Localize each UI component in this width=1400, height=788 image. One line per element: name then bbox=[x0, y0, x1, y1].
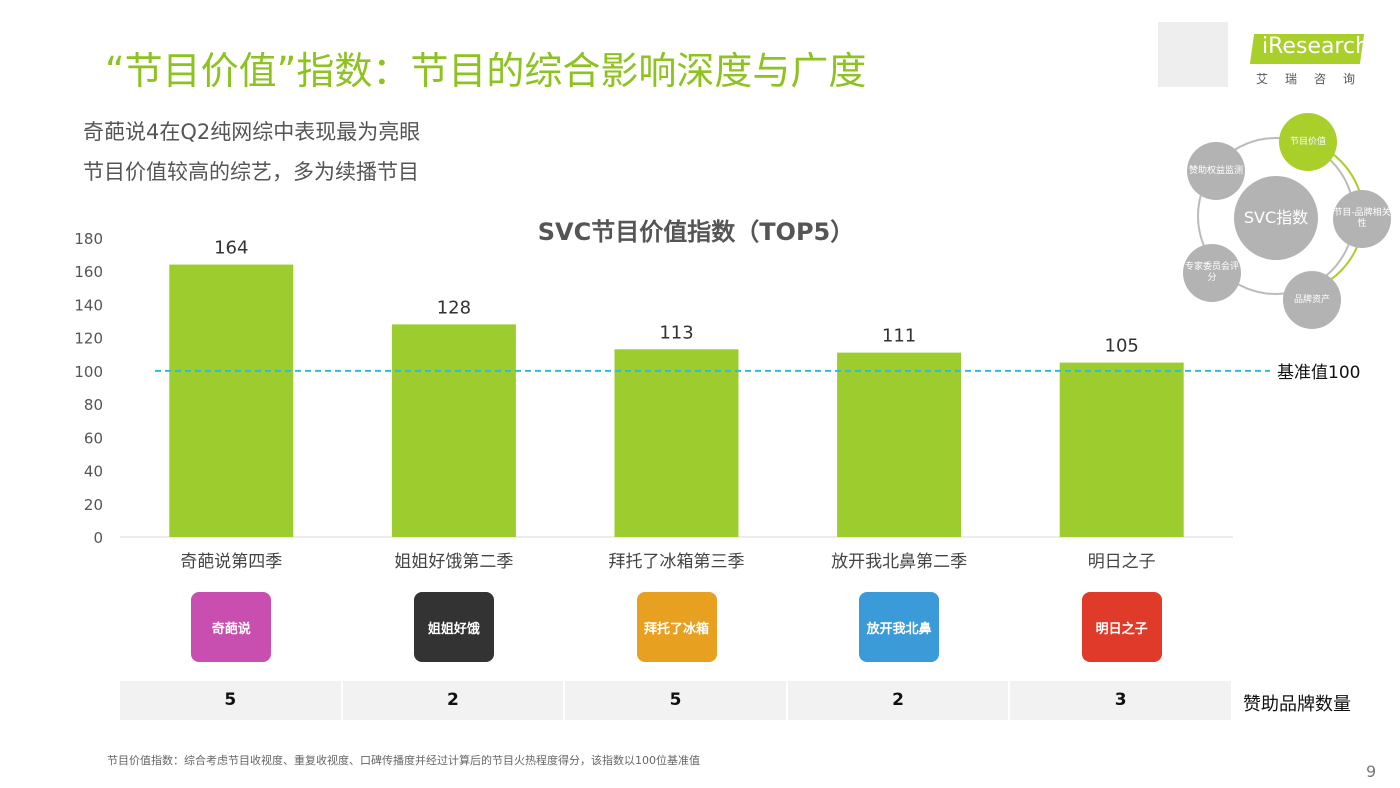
iresearch-logo-text: iResearch bbox=[1262, 34, 1370, 59]
sponsor-count: 5 bbox=[565, 681, 788, 720]
sponsor-count: 5 bbox=[120, 681, 343, 720]
chart-title: SVC节目价值指数（TOP5） bbox=[538, 218, 855, 246]
show-logo: 姐姐好饿 bbox=[413, 592, 494, 662]
subtitle-2: 节目价值较高的综艺，多为续播节目 bbox=[83, 160, 419, 184]
svc-center-node: SVC指数 bbox=[1234, 176, 1318, 260]
sponsor-count: 3 bbox=[1010, 681, 1233, 720]
bar bbox=[1059, 362, 1184, 537]
sponsor-count: 2 bbox=[343, 681, 566, 720]
svc-node-sponsor: 赞助权益监测 bbox=[1187, 142, 1245, 200]
data-label: 105 bbox=[1105, 336, 1139, 357]
footnote: 节目价值指数：综合考虑节目收视度、重复收视度、口碑传播度并经过计算后的节目火热程… bbox=[107, 754, 700, 767]
show-logo: 拜托了冰箱 bbox=[636, 592, 717, 662]
x-tick-label: 拜托了冰箱第三季 bbox=[609, 552, 745, 572]
svc-thumbnail bbox=[1158, 22, 1228, 87]
bar bbox=[614, 349, 739, 537]
y-tick-label: 120 bbox=[74, 330, 103, 348]
data-label: 128 bbox=[437, 297, 471, 318]
y-tick-label: 0 bbox=[93, 529, 103, 547]
show-logo: 明日之子 bbox=[1081, 592, 1162, 662]
x-tick-label: 姐姐好饿第二季 bbox=[394, 552, 513, 572]
x-tick-label: 明日之子 bbox=[1088, 552, 1156, 572]
y-tick-label: 160 bbox=[74, 263, 103, 281]
svc-node-relevance: 节目-品牌相关性 bbox=[1333, 190, 1391, 248]
page-title: “节目价值”指数：节目的综合影响深度与广度 bbox=[105, 49, 867, 93]
sponsor-count: 2 bbox=[788, 681, 1011, 720]
bar-chart: SVC节目价值指数（TOP5） 0 20 40 60 80 100 120 140 160 180… bbox=[74, 218, 1360, 572]
subtitle-1: 奇葩说4在Q2纯网综中表现最为亮眼 bbox=[83, 120, 421, 144]
show-logo: 奇葩说 bbox=[191, 592, 272, 662]
svc-node-program-value: 节目价值 bbox=[1279, 113, 1337, 171]
y-tick-label: 60 bbox=[84, 429, 103, 447]
data-label: 111 bbox=[882, 326, 916, 347]
data-label: 164 bbox=[214, 238, 248, 259]
reference-line-label: 基准值100 bbox=[1277, 363, 1360, 383]
svc-node-expert: 专家委员会评分 bbox=[1183, 244, 1241, 302]
bar bbox=[169, 264, 294, 537]
y-tick-label: 40 bbox=[84, 463, 103, 481]
sponsor-count-row: 5 2 5 2 3 bbox=[120, 681, 1233, 720]
y-tick-label: 20 bbox=[84, 496, 103, 514]
show-logo: 放开我北鼻 bbox=[859, 592, 940, 662]
y-tick-label: 80 bbox=[84, 396, 103, 414]
y-tick-label: 140 bbox=[74, 296, 103, 314]
y-tick-label: 100 bbox=[74, 363, 103, 381]
bar bbox=[391, 324, 516, 537]
x-tick-label: 放开我北鼻第二季 bbox=[831, 552, 967, 572]
bar bbox=[837, 352, 962, 537]
iresearch-logo-cn: 艾瑞咨询 bbox=[1256, 72, 1373, 86]
y-tick-label: 180 bbox=[74, 230, 103, 248]
sponsor-count-label: 赞助品牌数量 bbox=[1243, 694, 1351, 715]
x-tick-label: 奇葩说第四季 bbox=[180, 552, 282, 572]
data-label: 113 bbox=[659, 322, 693, 343]
page-number: 9 bbox=[1366, 762, 1377, 781]
svc-node-brand-asset: 品牌资产 bbox=[1283, 271, 1341, 329]
